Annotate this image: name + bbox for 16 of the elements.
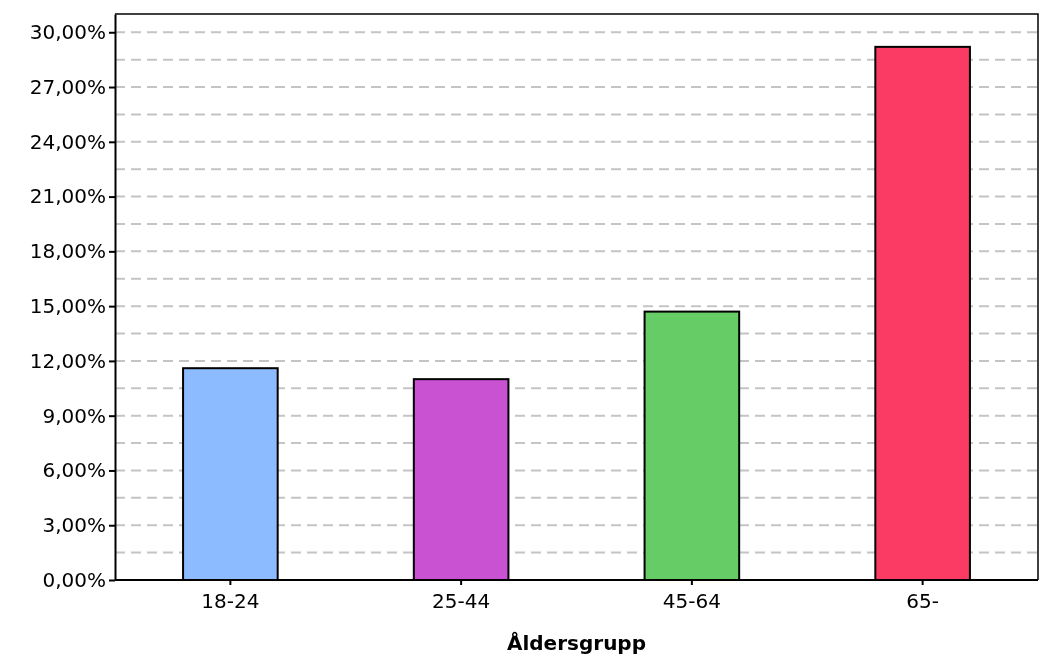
y-tick-label: 18,00% xyxy=(29,239,106,264)
x-tick-label: 45-64 xyxy=(662,589,721,613)
y-tick-label: 6,00% xyxy=(42,458,106,483)
y-tick-label: 27,00% xyxy=(29,74,106,99)
x-axis-title: Åldersgrupp xyxy=(506,631,647,655)
y-tick-label: 12,00% xyxy=(29,348,106,373)
y-tick-label: 24,00% xyxy=(29,129,106,154)
y-tick-label: 3,00% xyxy=(42,513,106,538)
y-tick-label: 9,00% xyxy=(42,403,106,428)
y-tick-label: 0,00% xyxy=(42,567,106,592)
x-tick-label: 18-24 xyxy=(201,589,260,613)
y-tick-label: 21,00% xyxy=(29,184,106,209)
x-tick-label: 25-44 xyxy=(432,589,491,613)
x-tick-label: 65- xyxy=(906,589,939,613)
y-tick-label: 15,00% xyxy=(29,294,106,319)
y-tick-label: 30,00% xyxy=(29,20,106,45)
